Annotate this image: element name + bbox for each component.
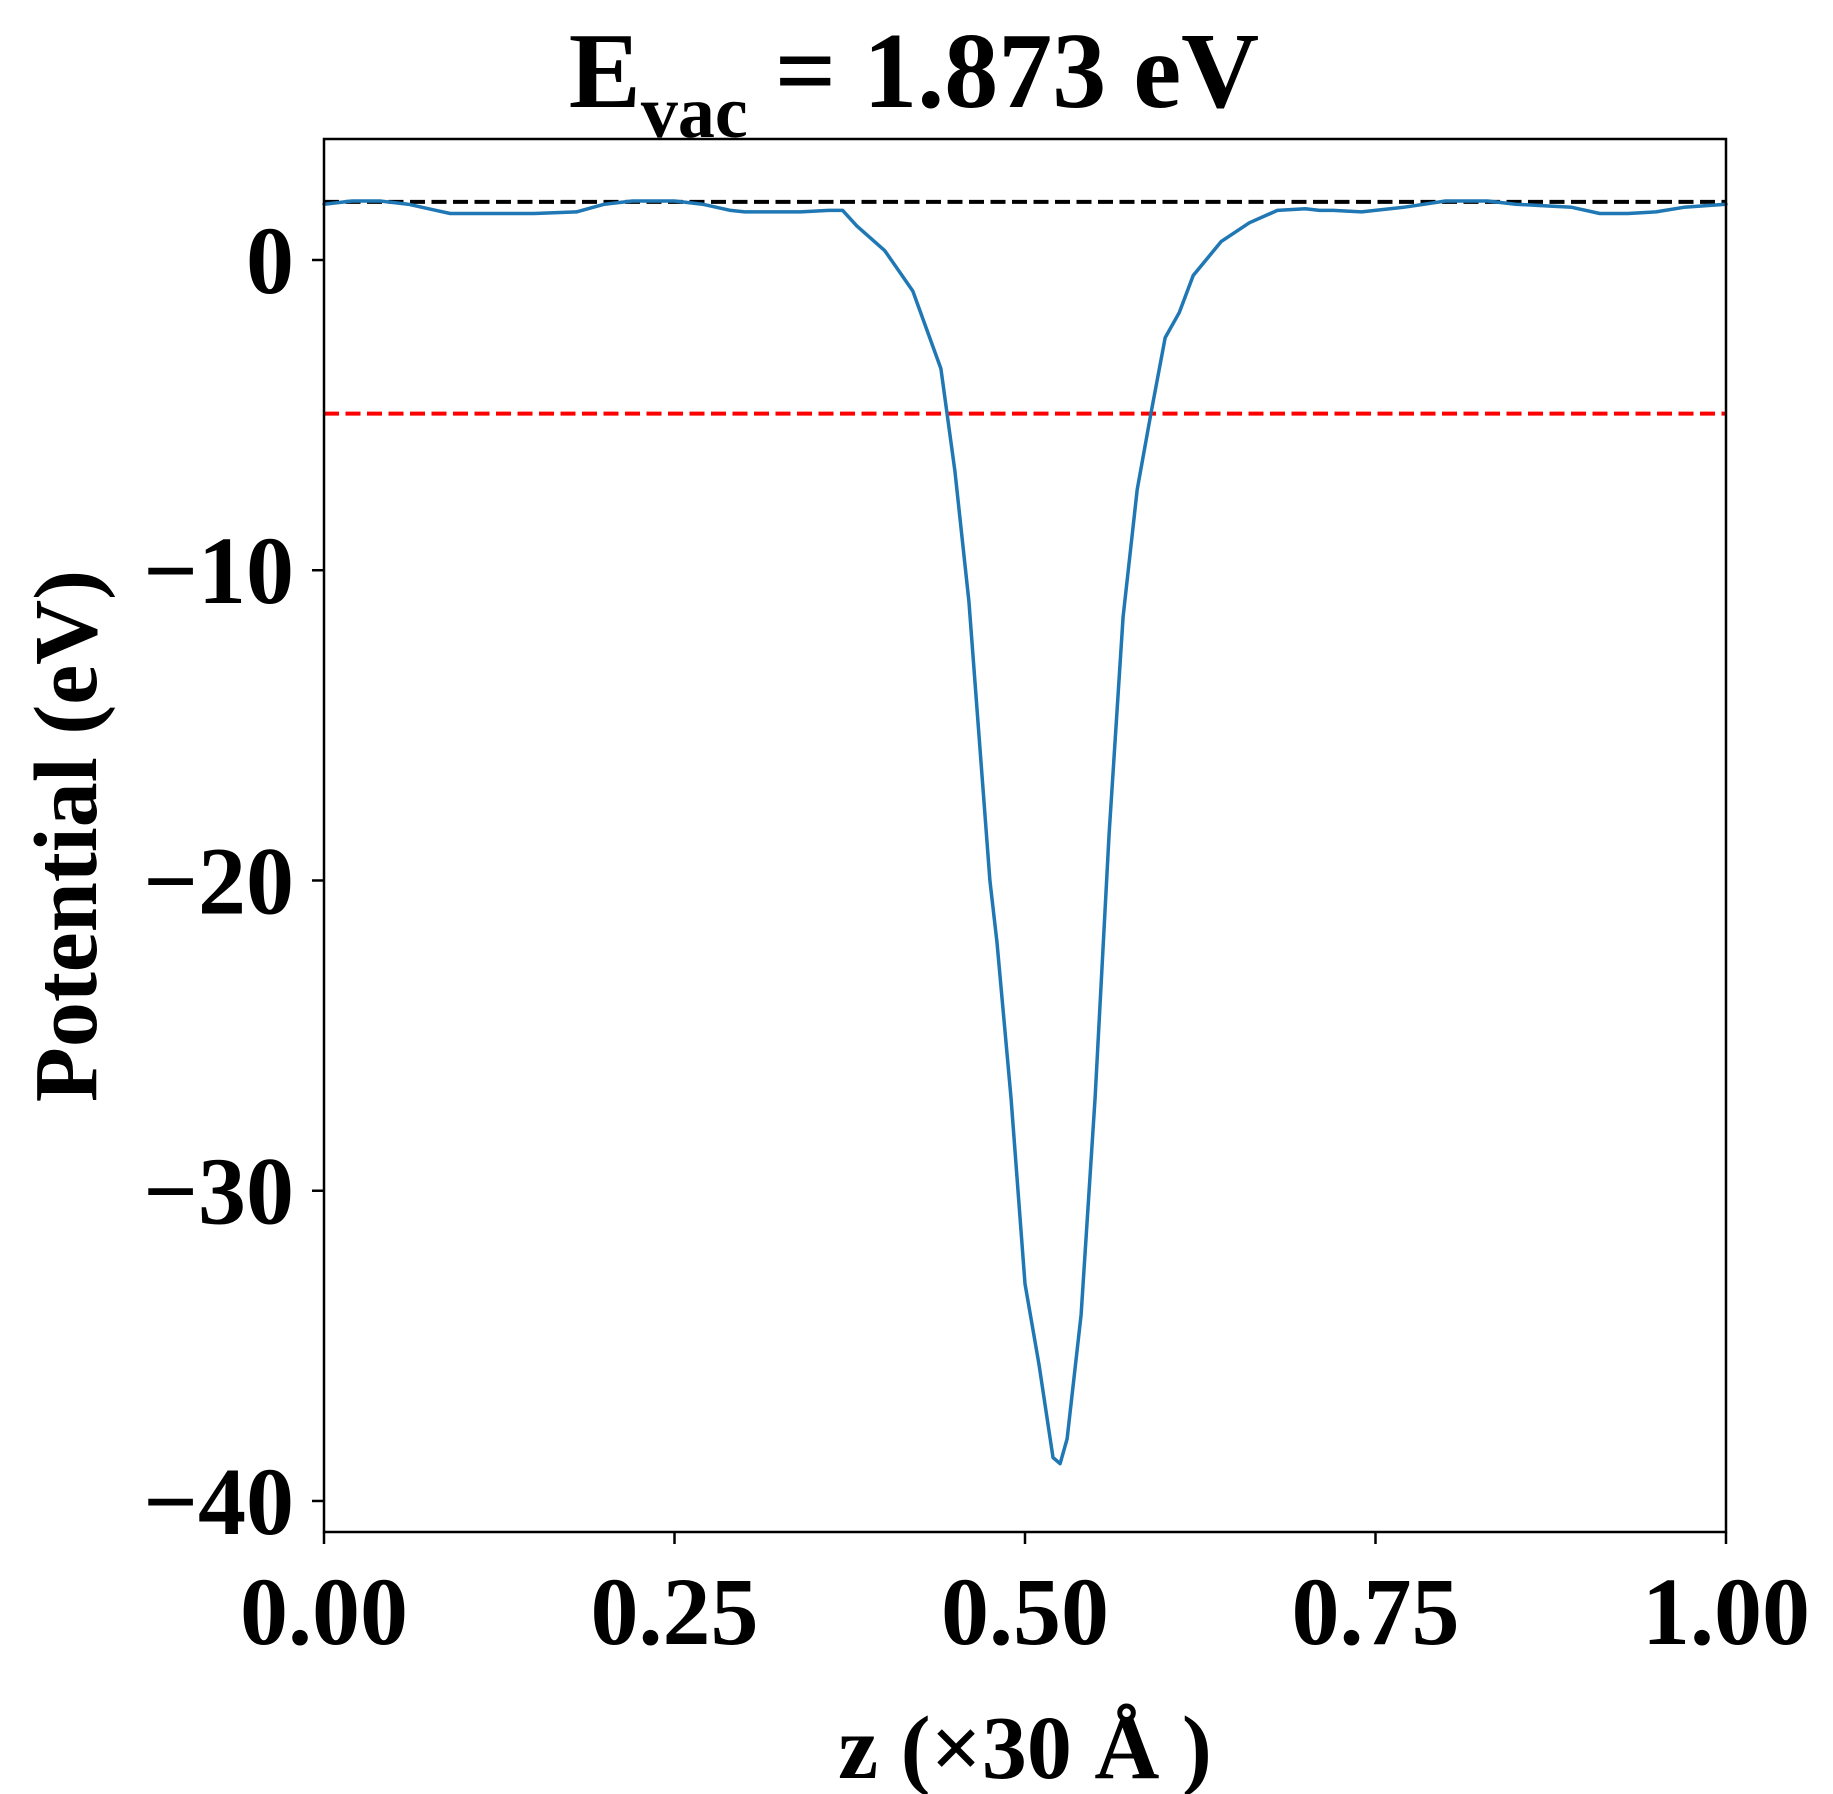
x-tick-label: 0.00 [240,1558,408,1665]
y-tick-label: −30 [143,1138,294,1245]
y-axis-label: Potential (eV) [17,570,116,1102]
y-tick-label: −10 [143,517,294,624]
x-tick-label: 0.25 [591,1558,759,1665]
title-suffix: = 1.873 eV [748,12,1259,131]
x-tick-label: 1.00 [1642,1558,1810,1665]
y-tick-label: 0 [246,207,294,314]
title-subscript: vac [641,72,748,154]
x-tick-label: 0.75 [1292,1558,1460,1665]
series-line-1 [322,199,1728,1466]
x-tick-label: 0.50 [941,1558,1109,1665]
title-prefix: E [569,12,641,131]
y-tick-label: −40 [143,1448,294,1555]
y-tick-label: −20 [143,827,294,934]
x-axis-label: z (×30 Å ) [838,1699,1212,1794]
chart-title: Evac = 1.873 eV [569,12,1259,154]
plot-area [322,199,1728,1466]
axis-ticks: 0.00 0.25 0.50 0.75 1.00 0 −10 −20 −30 −40 [143,207,1810,1665]
